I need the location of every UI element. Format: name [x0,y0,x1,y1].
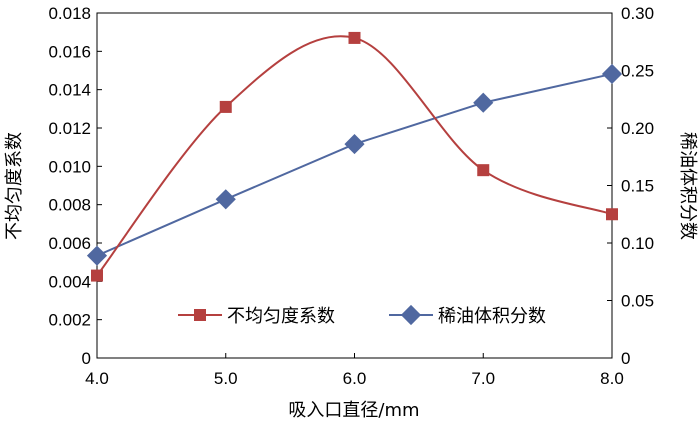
x-tick-label: 5.0 [214,369,238,388]
left-y-tick-label: 0.008 [48,196,91,215]
x-tick-label: 4.0 [85,369,109,388]
data-point [86,245,108,266]
left-y-tick-label: 0.010 [48,157,91,176]
left-y-tick-label: 0.018 [48,4,91,23]
right-y-axis-title: 稀油体积分数 [677,132,698,240]
left-y-tick-label: 0.014 [48,81,91,100]
legend-marker [194,309,206,321]
right-y-axis-ticks: 0 0.05 0.10 0.15 0.20 0.25 0.30 [607,4,654,368]
data-point [601,63,623,85]
series-thin-oil-fraction [86,63,623,266]
data-point [344,134,365,155]
data-point [477,164,490,177]
x-axis-title: 吸入口直径/mm [288,400,419,421]
left-y-tick-label: 0.002 [48,311,91,330]
left-y-tick-label: 0.016 [48,42,91,61]
right-y-tick-label: 0 [621,349,630,368]
legend-item: 稀油体积分数 [389,304,546,327]
left-y-axis-ticks: 0 0.002 0.004 0.006 0.008 0.010 0.012 0.014 0.01… [48,4,102,368]
left-y-axis-title: 不均匀度系数 [4,132,25,240]
left-y-tick-label: 0.006 [48,234,91,253]
legend-marker [400,304,422,326]
left-y-tick-label: 0.004 [48,272,91,291]
right-y-tick-label: 0.25 [621,62,654,81]
data-point [219,100,232,113]
series-line [96,72,613,257]
x-tick-label: 6.0 [343,369,367,388]
legend: 不均匀度系数 稀油体积分数 [178,304,546,327]
series-nonuniformity [91,31,618,282]
data-point [606,208,618,221]
series-line [96,35,613,277]
left-y-tick-label: 0.012 [48,119,91,138]
legend-label: 不均匀度系数 [227,306,335,327]
right-y-tick-label: 0.30 [621,4,654,23]
right-y-tick-label: 0.10 [621,234,654,253]
right-y-tick-label: 0.05 [621,292,654,311]
left-y-tick-label: 0 [82,349,91,368]
legend-item: 不均匀度系数 [178,306,335,327]
series-layer [86,31,623,282]
right-y-tick-label: 0.20 [621,119,654,138]
data-point [91,269,103,282]
data-point [348,31,361,44]
data-point [473,92,494,113]
right-y-tick-label: 0.15 [621,177,654,196]
x-tick-label: 7.0 [471,369,495,388]
legend-label: 稀油体积分数 [438,306,546,327]
data-point [215,189,236,210]
x-tick-label: 8.0 [600,369,624,388]
x-axis-ticks: 4.0 5.0 6.0 7.0 8.0 [85,353,624,388]
